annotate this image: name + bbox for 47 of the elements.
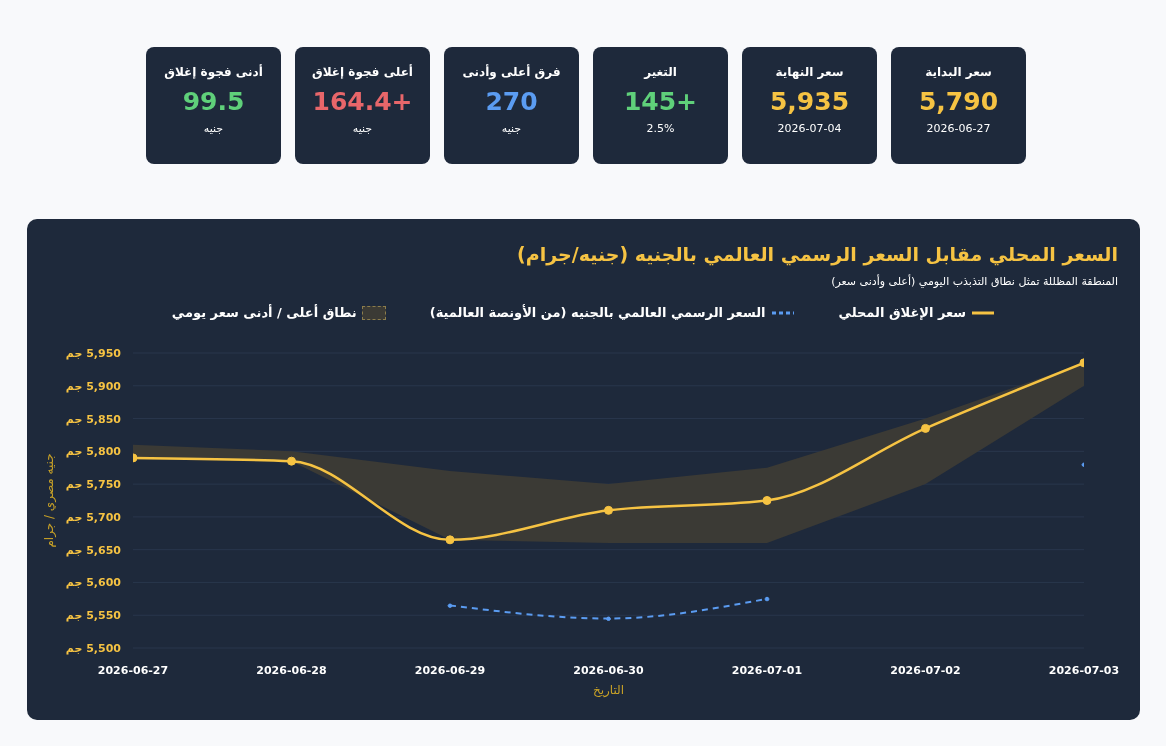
chart-subtitle: المنطقة المظللة تمثل نطاق التذبذب اليومي (أعلى وأدنى سعر) bbox=[831, 275, 1118, 288]
point bbox=[445, 535, 455, 545]
text: 5,790 bbox=[917, 87, 1000, 116]
text: جنيه bbox=[351, 122, 374, 135]
y-tick-label: 5,800 جم bbox=[65, 445, 122, 459]
text: أعلى فجوة إغلاق bbox=[311, 65, 414, 79]
text: 2026-07-04 bbox=[776, 122, 843, 135]
text: 5,935 bbox=[768, 87, 851, 116]
y-tick-label: 5,750 جم bbox=[65, 478, 122, 492]
text: 270 bbox=[484, 87, 539, 116]
x-tick-label: 2026-07-03 bbox=[1048, 663, 1120, 677]
y-tick-label: 5,900 جم bbox=[65, 379, 122, 393]
y-tick-label: 5,950 جم bbox=[65, 347, 122, 360]
legend-label: سعر الإغلاق المحلي bbox=[838, 305, 967, 320]
y-tick-label: 5,600 جم bbox=[65, 576, 122, 590]
text: +164.4 bbox=[311, 87, 414, 116]
x-tick-label: 2026-06-27 bbox=[97, 663, 169, 677]
y-tick-label: 5,850 جم bbox=[65, 412, 122, 426]
x-tick-label: 2026-07-02 bbox=[890, 663, 961, 677]
legend-label: السعر الرسمي العالمي بالجنيه (من الأونصة العالمية) bbox=[429, 305, 766, 320]
x-tick-label: 2026-06-30 bbox=[573, 663, 645, 677]
text: فرق أعلى وأدنى bbox=[461, 65, 562, 79]
text: 2026-06-27 bbox=[925, 122, 992, 135]
text: سعر النهاية bbox=[774, 65, 845, 79]
text: نطاق أعلى / أدنى سعر يومي bbox=[171, 305, 357, 320]
point bbox=[762, 496, 772, 505]
text: 99.5 bbox=[181, 87, 246, 116]
text: 2.5% bbox=[645, 122, 676, 135]
text: التغير bbox=[642, 65, 678, 79]
x-tick-label: 2026-07-01 bbox=[731, 663, 803, 677]
text: سعر البداية bbox=[924, 65, 993, 79]
y-tick-label: 5,500 جم bbox=[65, 642, 122, 655]
y-tick-label: 5,700 جم bbox=[65, 510, 122, 524]
x-tick-label: 2026-06-28 bbox=[256, 663, 327, 677]
point bbox=[287, 456, 296, 466]
y-axis-title: جنيه مصري / جرام bbox=[42, 453, 58, 548]
text: جنيه bbox=[202, 122, 225, 135]
x-tick-label: 2026-06-29 bbox=[414, 663, 486, 677]
text: +145 bbox=[622, 87, 699, 116]
y-tick-label: 5,550 جم bbox=[65, 609, 122, 623]
chart-title: السعر المحلي مقابل السعر الرسمي العالمي بالجنيه (جنيه/جرام) bbox=[517, 243, 1118, 265]
text: جنيه bbox=[500, 122, 523, 135]
y-tick-label: 5,650 جم bbox=[65, 543, 122, 557]
point bbox=[604, 505, 613, 515]
text: أدنى فجوة إغلاق bbox=[163, 65, 264, 79]
point bbox=[921, 423, 930, 433]
x-axis-title: التاريخ bbox=[592, 683, 625, 698]
